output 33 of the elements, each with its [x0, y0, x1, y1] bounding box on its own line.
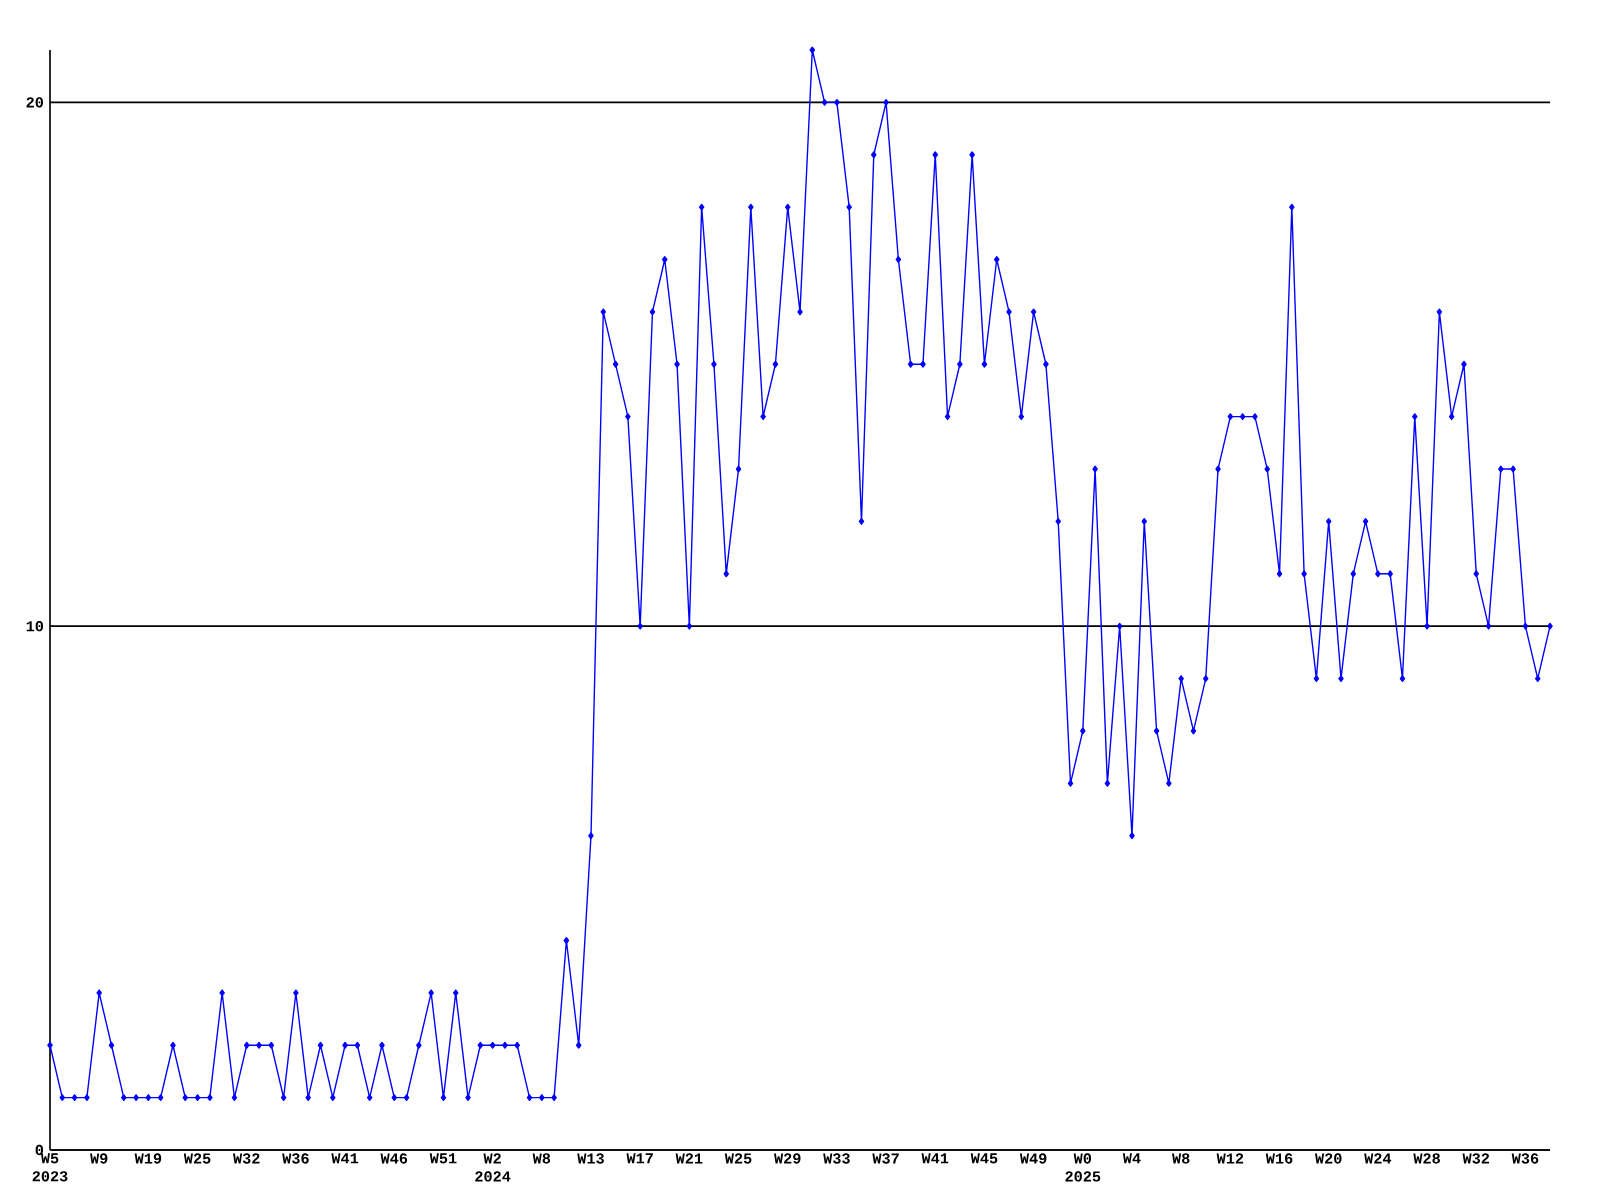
x-tick-label: W41 — [921, 1153, 949, 1164]
x-tick-label: W29 — [774, 1153, 801, 1164]
x-tick-label: W28 — [1413, 1153, 1440, 1164]
x-tick-label: W8 — [532, 1153, 551, 1164]
x-tick-label: W25 — [724, 1153, 752, 1164]
x-tick-label: W36 — [1511, 1153, 1539, 1164]
x-tick-label: W37 — [872, 1153, 899, 1164]
x-tick-label: W16 — [1265, 1153, 1293, 1164]
y-tick-label: 0 — [35, 1144, 44, 1156]
x-tick-label: W17 — [626, 1153, 653, 1164]
x-tick-label: W36 — [282, 1153, 309, 1164]
x-tick-label: W24 — [1364, 1153, 1392, 1164]
x-tick-label: W45 — [970, 1153, 998, 1164]
x-tick-label: W2 2024 — [475, 1153, 511, 1182]
x-tick-label: W46 — [380, 1153, 408, 1164]
x-tick-label: W51 — [429, 1153, 457, 1164]
x-tick-label: W0 2025 — [1065, 1153, 1101, 1182]
x-tick-label: W8 — [1172, 1153, 1190, 1164]
y-tick-label: 20 — [26, 97, 44, 108]
y-tick-label: 10 — [26, 621, 44, 632]
x-tick-label: W21 — [675, 1153, 703, 1164]
x-tick-label: W19 — [134, 1153, 162, 1164]
x-tick-label: W12 — [1216, 1153, 1244, 1164]
x-tick-label: W49 — [1019, 1153, 1047, 1164]
x-tick-label: W33 — [823, 1153, 850, 1164]
x-tick-label: W20 — [1315, 1153, 1342, 1164]
x-tick-label: W9 — [90, 1153, 108, 1164]
x-tick-label: W13 — [577, 1153, 604, 1164]
x-tick-label: W41 — [331, 1153, 359, 1164]
x-tick-label: W4 — [1122, 1153, 1141, 1164]
x-tick-label: W32 — [233, 1153, 260, 1164]
x-tick-label: W32 — [1462, 1153, 1490, 1164]
x-tick-label: W25 — [183, 1153, 211, 1164]
